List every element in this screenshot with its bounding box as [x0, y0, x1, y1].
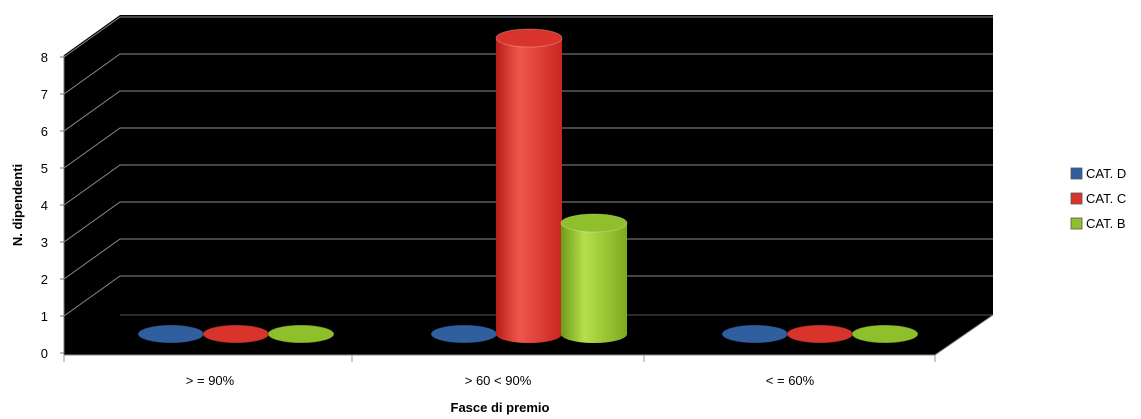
bar-body	[561, 223, 627, 343]
y-tick-label: 7	[41, 87, 48, 102]
x-tick-label: < = 60%	[766, 373, 815, 388]
x-tick-label: > 60 < 90%	[465, 373, 532, 388]
legend-swatch	[1070, 192, 1083, 205]
y-tick-label: 8	[41, 50, 48, 65]
bar-zero-disc	[851, 324, 919, 344]
bar-zero-disc	[267, 324, 335, 344]
y-tick-label: 1	[41, 309, 48, 324]
gridline	[63, 238, 993, 280]
bar-top	[495, 28, 563, 48]
bar-zero-disc	[202, 324, 270, 344]
y-tick-label: 5	[41, 161, 48, 176]
bar-top	[560, 213, 628, 233]
y-axis-title: N. dipendenti	[10, 164, 25, 246]
bar-zero-disc	[137, 324, 205, 344]
y-tick-label: 2	[41, 272, 48, 287]
x-axis: > = 90% > 60 < 90% < = 60%	[63, 355, 936, 388]
y-tick-label: 0	[41, 346, 48, 361]
x-tick-label: > = 90%	[186, 373, 235, 388]
legend-label: CAT. C	[1086, 191, 1126, 206]
gridline	[63, 275, 993, 317]
gridline	[63, 53, 993, 95]
gridlines	[63, 16, 993, 317]
gridline	[63, 90, 993, 132]
legend-label: CAT. B	[1086, 216, 1126, 231]
legend: CAT. D CAT. C CAT. B	[1070, 166, 1126, 231]
legend-swatch	[1070, 167, 1083, 180]
bar-body	[496, 38, 562, 343]
plot-floor-right-edge	[934, 314, 994, 356]
gridline	[63, 127, 993, 169]
y-axis: 0 1 2 3 4 5 6 7 8	[41, 50, 65, 361]
gridline	[63, 164, 993, 206]
y-tick-label: 3	[41, 235, 48, 250]
bar-zero-disc	[786, 324, 854, 344]
bar-zero-disc	[430, 324, 498, 344]
legend-swatch	[1070, 217, 1083, 230]
y-tick-label: 6	[41, 124, 48, 139]
bars	[137, 28, 919, 344]
bar-zero-disc	[721, 324, 789, 344]
x-axis-title: Fasce di premio	[451, 400, 550, 415]
gridline	[63, 16, 993, 58]
legend-label: CAT. D	[1086, 166, 1126, 181]
gridline	[63, 201, 993, 243]
y-tick-label: 4	[41, 198, 48, 213]
